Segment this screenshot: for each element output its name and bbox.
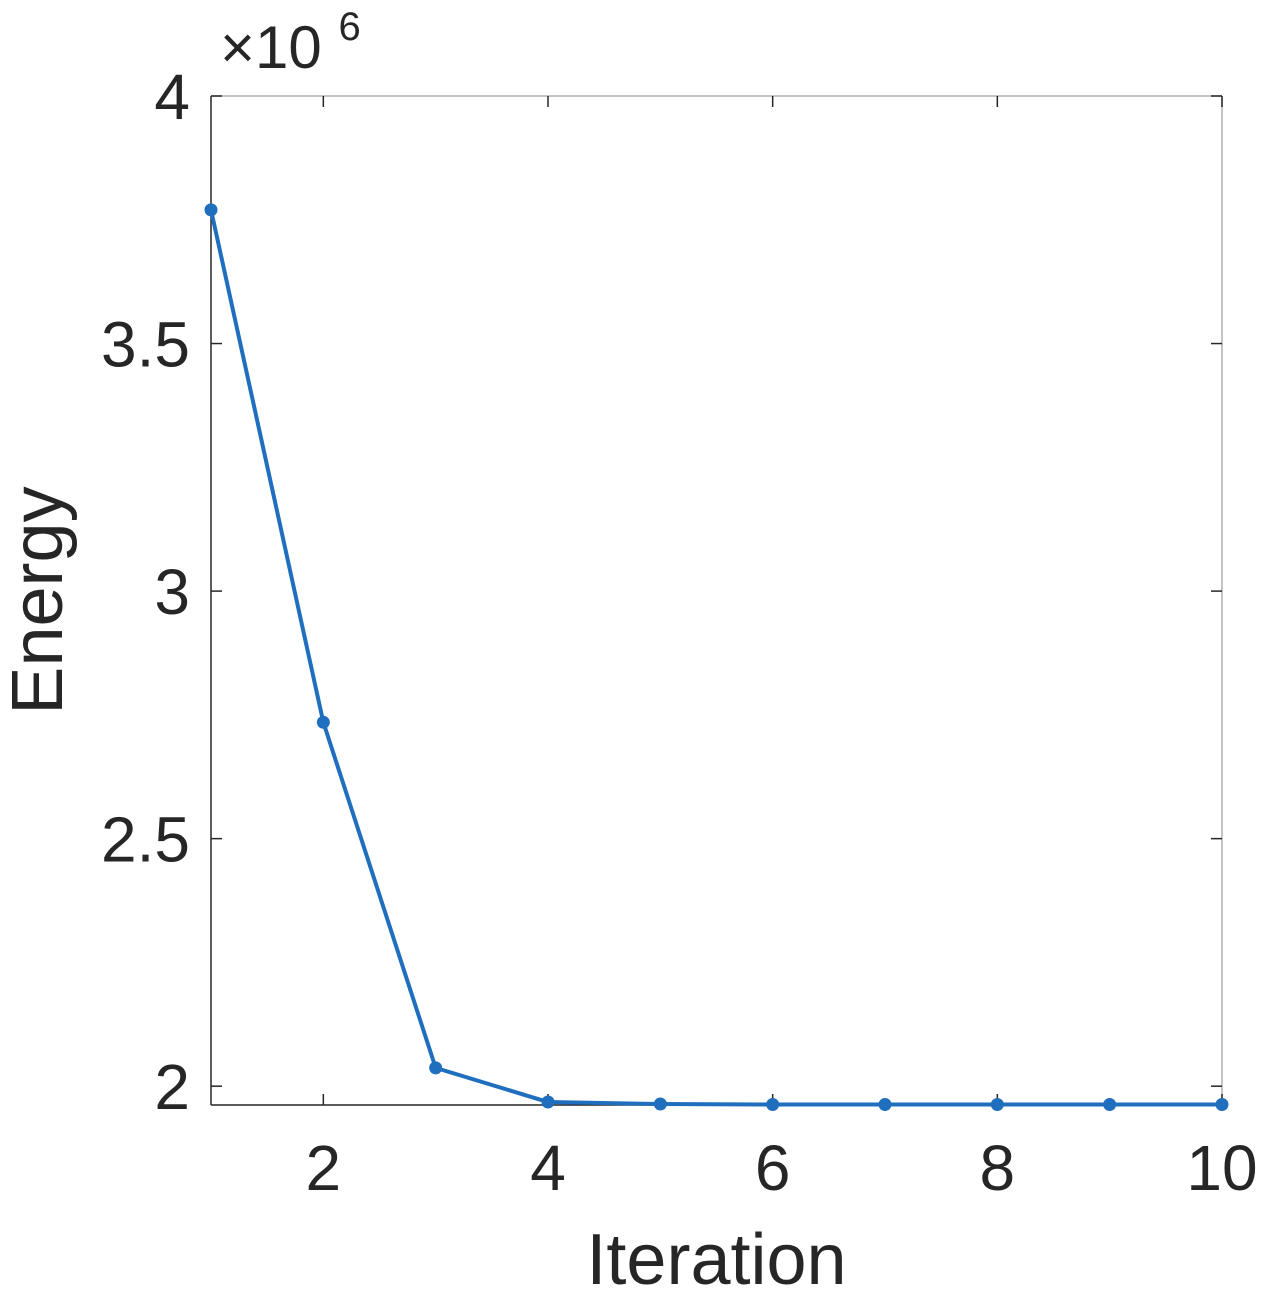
x-tick-label: 2 — [306, 1132, 342, 1204]
data-point — [1103, 1098, 1117, 1112]
y-axis-exponent-base: ×10 — [220, 14, 322, 81]
y-axis-label: Energy — [0, 486, 78, 714]
y-axis-exponent-power: 6 — [338, 5, 360, 49]
data-point — [316, 715, 330, 729]
data-point — [429, 1061, 443, 1075]
data-point — [204, 203, 218, 217]
x-axis-label: Iteration — [586, 1220, 846, 1289]
data-point — [1215, 1098, 1229, 1112]
data-point — [990, 1098, 1004, 1112]
y-tick-label: 4 — [154, 61, 190, 133]
data-point — [653, 1097, 667, 1111]
y-tick-label: 2.5 — [101, 804, 190, 876]
series-line — [209, 209, 1222, 1107]
y-axis-exponent: ×10 6 — [220, 5, 361, 81]
data-point — [766, 1098, 780, 1112]
x-tick-label: 4 — [530, 1132, 566, 1204]
y-tick-label: 3 — [154, 556, 190, 628]
data-point — [541, 1095, 555, 1109]
x-tick-label: 10 — [1186, 1132, 1257, 1204]
data-point — [878, 1098, 892, 1112]
x-tick-label: 8 — [980, 1132, 1016, 1204]
x-tick-label: 6 — [755, 1132, 791, 1204]
y-tick-label: 3.5 — [101, 309, 190, 381]
y-tick-label: 2 — [154, 1051, 190, 1123]
